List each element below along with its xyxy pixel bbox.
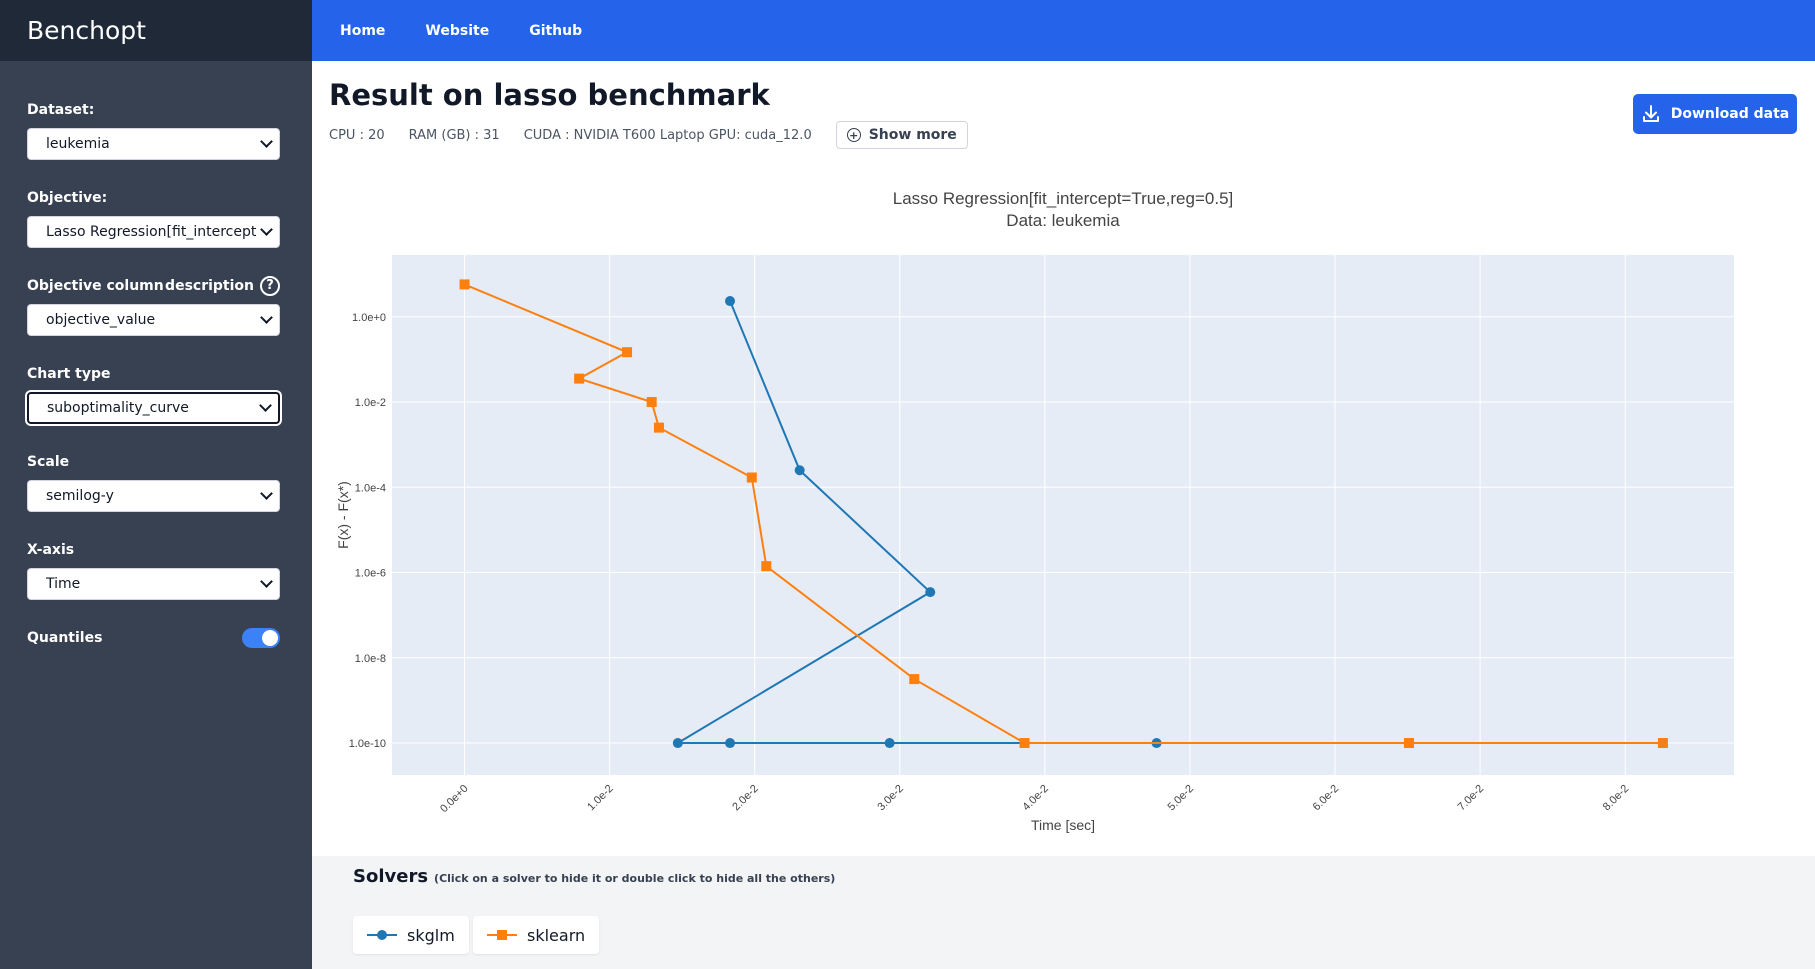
nav-github-link[interactable]: Github	[529, 22, 583, 39]
x-axis-title: Time [sec]	[1031, 817, 1095, 833]
x-tick-label: 3.0e-2	[875, 783, 906, 814]
chevron-down-icon	[260, 487, 273, 500]
solvers-panel: Solvers (Click on a solver to hide it or…	[312, 856, 1815, 969]
x-axis-select[interactable]: Time	[27, 568, 280, 600]
data-point-skglm[interactable]	[672, 738, 683, 749]
system-info: CPU : 20 RAM (GB) : 31 CUDA : NVIDIA T60…	[329, 121, 968, 149]
y-axis-title: F(x) - F(x*)	[335, 481, 351, 549]
data-point-sklearn[interactable]	[761, 561, 772, 572]
data-point-sklearn[interactable]	[746, 472, 757, 483]
brand-header: Benchopt	[0, 0, 312, 61]
scale-select[interactable]: semilog-y	[27, 480, 280, 512]
x-tick-label: 6.0e-2	[1311, 783, 1342, 814]
download-data-button[interactable]: Download data	[1633, 94, 1797, 134]
x-tick-label: 8.0e-2	[1601, 783, 1632, 814]
y-tick-label: 1.0e-10	[349, 738, 386, 750]
nav-website-link[interactable]: Website	[425, 22, 490, 39]
y-tick-label: 1.0e-8	[355, 653, 386, 665]
y-tick-label: 1.0e-2	[355, 397, 386, 409]
line-square-marker-icon	[487, 930, 517, 940]
chevron-down-icon	[259, 399, 272, 412]
suboptimality-chart: 0.0e+0 1.0e-2 2.0e-2 3.0e-2 4.0e-2 5.0e-2 6.0e…	[335, 189, 1734, 833]
download-icon	[1642, 105, 1659, 122]
line-circle-marker-icon	[367, 930, 397, 940]
objective-field: Objective: Lasso Regression[fit_intercep…	[27, 188, 280, 248]
objective-label: Objective:	[27, 190, 108, 206]
quantiles-toggle[interactable]	[242, 628, 280, 648]
x-tick-label: 1.0e-2	[585, 783, 616, 814]
objective-column-select[interactable]: objective_value	[27, 304, 280, 336]
description-label: description	[165, 278, 254, 294]
data-point-sklearn[interactable]	[459, 279, 470, 290]
solvers-header: Solvers (Click on a solver to hide it or…	[353, 866, 835, 887]
data-point-sklearn[interactable]	[653, 422, 664, 433]
data-point-sklearn[interactable]	[574, 373, 585, 384]
chart-type-select[interactable]: suboptimality_curve	[27, 392, 280, 424]
plus-circle-icon: +	[846, 128, 861, 142]
data-point-skglm[interactable]	[725, 296, 736, 307]
data-point-skglm[interactable]	[925, 587, 936, 598]
objective-column-label: Objective column description?	[27, 276, 280, 296]
sidebar: Benchopt Dataset: leukemia Objective: La…	[0, 0, 312, 969]
plot-area	[392, 255, 1734, 775]
ram-info: RAM (GB) : 31	[408, 127, 500, 143]
x-tick-label: 5.0e-2	[1166, 783, 1197, 814]
quantiles-row: Quantiles	[27, 628, 280, 648]
help-icon[interactable]: ?	[260, 276, 280, 296]
solvers-title: Solvers	[353, 866, 429, 887]
chart-type-label: Chart type	[27, 366, 111, 382]
data-point-sklearn[interactable]	[1657, 738, 1668, 749]
cpu-info: CPU : 20	[329, 127, 385, 143]
data-point-sklearn[interactable]	[1404, 738, 1415, 749]
data-point-sklearn[interactable]	[909, 674, 920, 685]
data-point-sklearn[interactable]	[1019, 738, 1030, 749]
x-tick-label: 0.0e+0	[438, 783, 470, 815]
y-tick-label: 1.0e+0	[352, 312, 386, 324]
dataset-select[interactable]: leukemia	[27, 128, 280, 160]
nav-home-link[interactable]: Home	[340, 22, 386, 39]
x-tick-label: 4.0e-2	[1020, 783, 1051, 814]
objective-column-field: Objective column description? objective_…	[27, 276, 280, 336]
data-point-skglm[interactable]	[884, 738, 895, 749]
chevron-down-icon	[260, 135, 273, 148]
y-tick-label: 1.0e-6	[355, 568, 386, 580]
chart-title: Lasso Regression[fit_intercept=True,reg=…	[893, 189, 1234, 208]
scale-field: Scale semilog-y	[27, 452, 280, 512]
dataset-label: Dataset:	[27, 102, 95, 118]
brand-logo-text[interactable]: Benchopt	[27, 16, 146, 45]
solvers-hint: (Click on a solver to hide it or double …	[434, 872, 836, 885]
x-axis-field: X-axis Time	[27, 540, 280, 600]
x-axis-label: X-axis	[27, 542, 75, 558]
chevron-down-icon	[260, 311, 273, 324]
page-title: Result on lasso benchmark	[329, 78, 770, 112]
top-navbar: Home Website Github	[312, 0, 1815, 61]
show-more-button[interactable]: + Show more	[835, 121, 968, 149]
chart-type-field: Chart type suboptimality_curve	[27, 364, 280, 424]
solver-chip-skglm[interactable]: skglm	[353, 916, 469, 954]
data-point-sklearn[interactable]	[646, 397, 657, 408]
chevron-down-icon	[260, 223, 273, 236]
objective-select[interactable]: Lasso Regression[fit_intercept=	[27, 216, 280, 248]
scale-label: Scale	[27, 454, 70, 470]
cuda-info: CUDA : NVIDIA T600 Laptop GPU: cuda_12.0	[523, 127, 812, 143]
chart-subtitle: Data: leukemia	[1006, 211, 1120, 230]
x-tick-label: 2.0e-2	[730, 783, 761, 814]
data-point-sklearn[interactable]	[622, 347, 633, 358]
quantiles-label: Quantiles	[27, 630, 103, 646]
dataset-field: Dataset: leukemia	[27, 100, 280, 160]
toggle-knob	[262, 630, 278, 646]
chevron-down-icon	[260, 575, 273, 588]
data-point-skglm[interactable]	[794, 465, 805, 476]
data-point-skglm[interactable]	[725, 738, 736, 749]
y-tick-label: 1.0e-4	[355, 482, 386, 494]
solver-chip-sklearn[interactable]: sklearn	[473, 916, 600, 954]
x-tick-label: 7.0e-2	[1456, 783, 1487, 814]
